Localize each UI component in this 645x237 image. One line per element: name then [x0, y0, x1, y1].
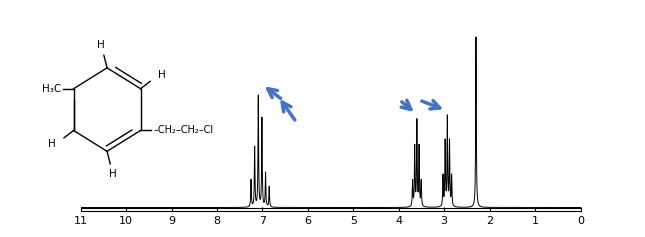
Text: H₃C: H₃C: [42, 84, 61, 94]
Text: –CH₂–CH₂–Cl: –CH₂–CH₂–Cl: [153, 125, 213, 135]
Text: H: H: [109, 169, 117, 179]
Text: H: H: [48, 139, 56, 149]
Text: H: H: [97, 40, 105, 50]
Text: H: H: [158, 70, 166, 80]
